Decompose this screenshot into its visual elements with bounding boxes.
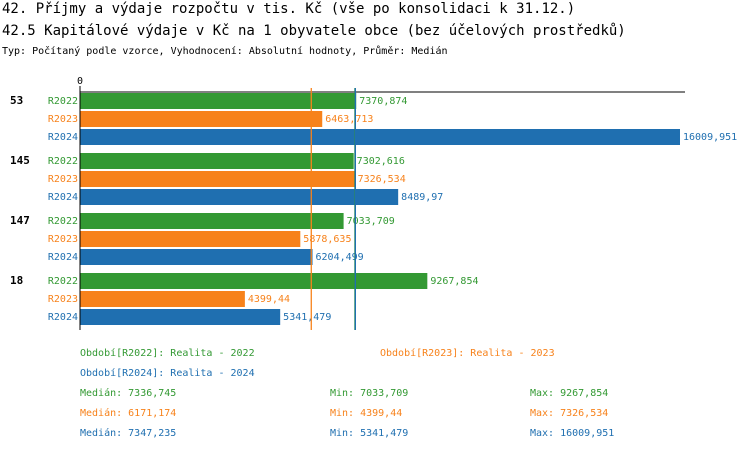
series-label: R2023 bbox=[48, 174, 78, 185]
value-label: 9267,854 bbox=[430, 276, 478, 287]
series-label: R2024 bbox=[48, 132, 78, 143]
chart-title: 42. Příjmy a výdaje rozpočtu v tis. Kč (… bbox=[2, 1, 575, 17]
value-label: 8489,97 bbox=[401, 192, 443, 203]
stat-label: Medián: 7347,235 bbox=[80, 427, 176, 439]
bar bbox=[80, 171, 355, 187]
bar bbox=[80, 291, 245, 307]
value-label: 7370,874 bbox=[359, 96, 407, 107]
value-label: 5341,479 bbox=[283, 312, 331, 323]
series-label: R2022 bbox=[48, 276, 78, 287]
value-label: 6463,713 bbox=[325, 114, 373, 125]
stat-label: Max: 7326,534 bbox=[530, 408, 608, 419]
value-label: 4399,44 bbox=[248, 294, 290, 305]
value-label: 7033,709 bbox=[347, 216, 395, 227]
value-label: 5878,635 bbox=[303, 234, 351, 245]
category-label: 147 bbox=[10, 214, 30, 227]
stat-label: Min: 7033,709 bbox=[330, 388, 408, 399]
bar bbox=[80, 213, 344, 229]
category-label: 145 bbox=[10, 154, 30, 167]
stat-label: Medián: 7336,745 bbox=[80, 387, 176, 399]
value-label: 7326,534 bbox=[358, 174, 406, 185]
series-label: R2023 bbox=[48, 234, 78, 245]
x-tick-label: 0 bbox=[77, 76, 83, 87]
chart-subtitle: 42.5 Kapitálové výdaje v Kč na 1 obyvate… bbox=[2, 23, 626, 39]
bar bbox=[80, 309, 281, 325]
series-label: R2022 bbox=[48, 156, 78, 167]
value-label: 7302,616 bbox=[357, 156, 405, 167]
legend-entry: Období[R2022]: Realita - 2022 bbox=[80, 347, 255, 359]
value-label: 16009,951 bbox=[683, 132, 737, 143]
bar bbox=[80, 189, 399, 205]
bar bbox=[80, 249, 313, 265]
value-label: 6204,499 bbox=[316, 252, 364, 263]
category-label: 18 bbox=[10, 274, 23, 287]
chart-note: Typ: Počítaný podle vzorce, Vyhodnocení:… bbox=[2, 45, 448, 57]
stat-label: Max: 9267,854 bbox=[530, 388, 608, 399]
series-label: R2022 bbox=[48, 96, 78, 107]
legend-entry: Období[R2024]: Realita - 2024 bbox=[80, 367, 255, 379]
series-label: R2024 bbox=[48, 312, 78, 323]
bar bbox=[80, 111, 323, 127]
stat-label: Min: 4399,44 bbox=[330, 408, 402, 419]
stat-label: Min: 5341,479 bbox=[330, 428, 408, 439]
bar bbox=[80, 273, 428, 289]
stat-label: Medián: 6171,174 bbox=[80, 407, 176, 419]
bar bbox=[80, 93, 357, 109]
series-label: R2023 bbox=[48, 114, 78, 125]
series-label: R2024 bbox=[48, 192, 78, 203]
category-label: 53 bbox=[10, 94, 23, 107]
bar bbox=[80, 129, 680, 145]
bar bbox=[80, 231, 301, 247]
legend-entry: Období[R2023]: Realita - 2023 bbox=[380, 347, 555, 359]
series-label: R2024 bbox=[48, 252, 78, 263]
stat-label: Max: 16009,951 bbox=[530, 428, 614, 439]
series-label: R2023 bbox=[48, 294, 78, 305]
bar bbox=[80, 153, 354, 169]
series-label: R2022 bbox=[48, 216, 78, 227]
